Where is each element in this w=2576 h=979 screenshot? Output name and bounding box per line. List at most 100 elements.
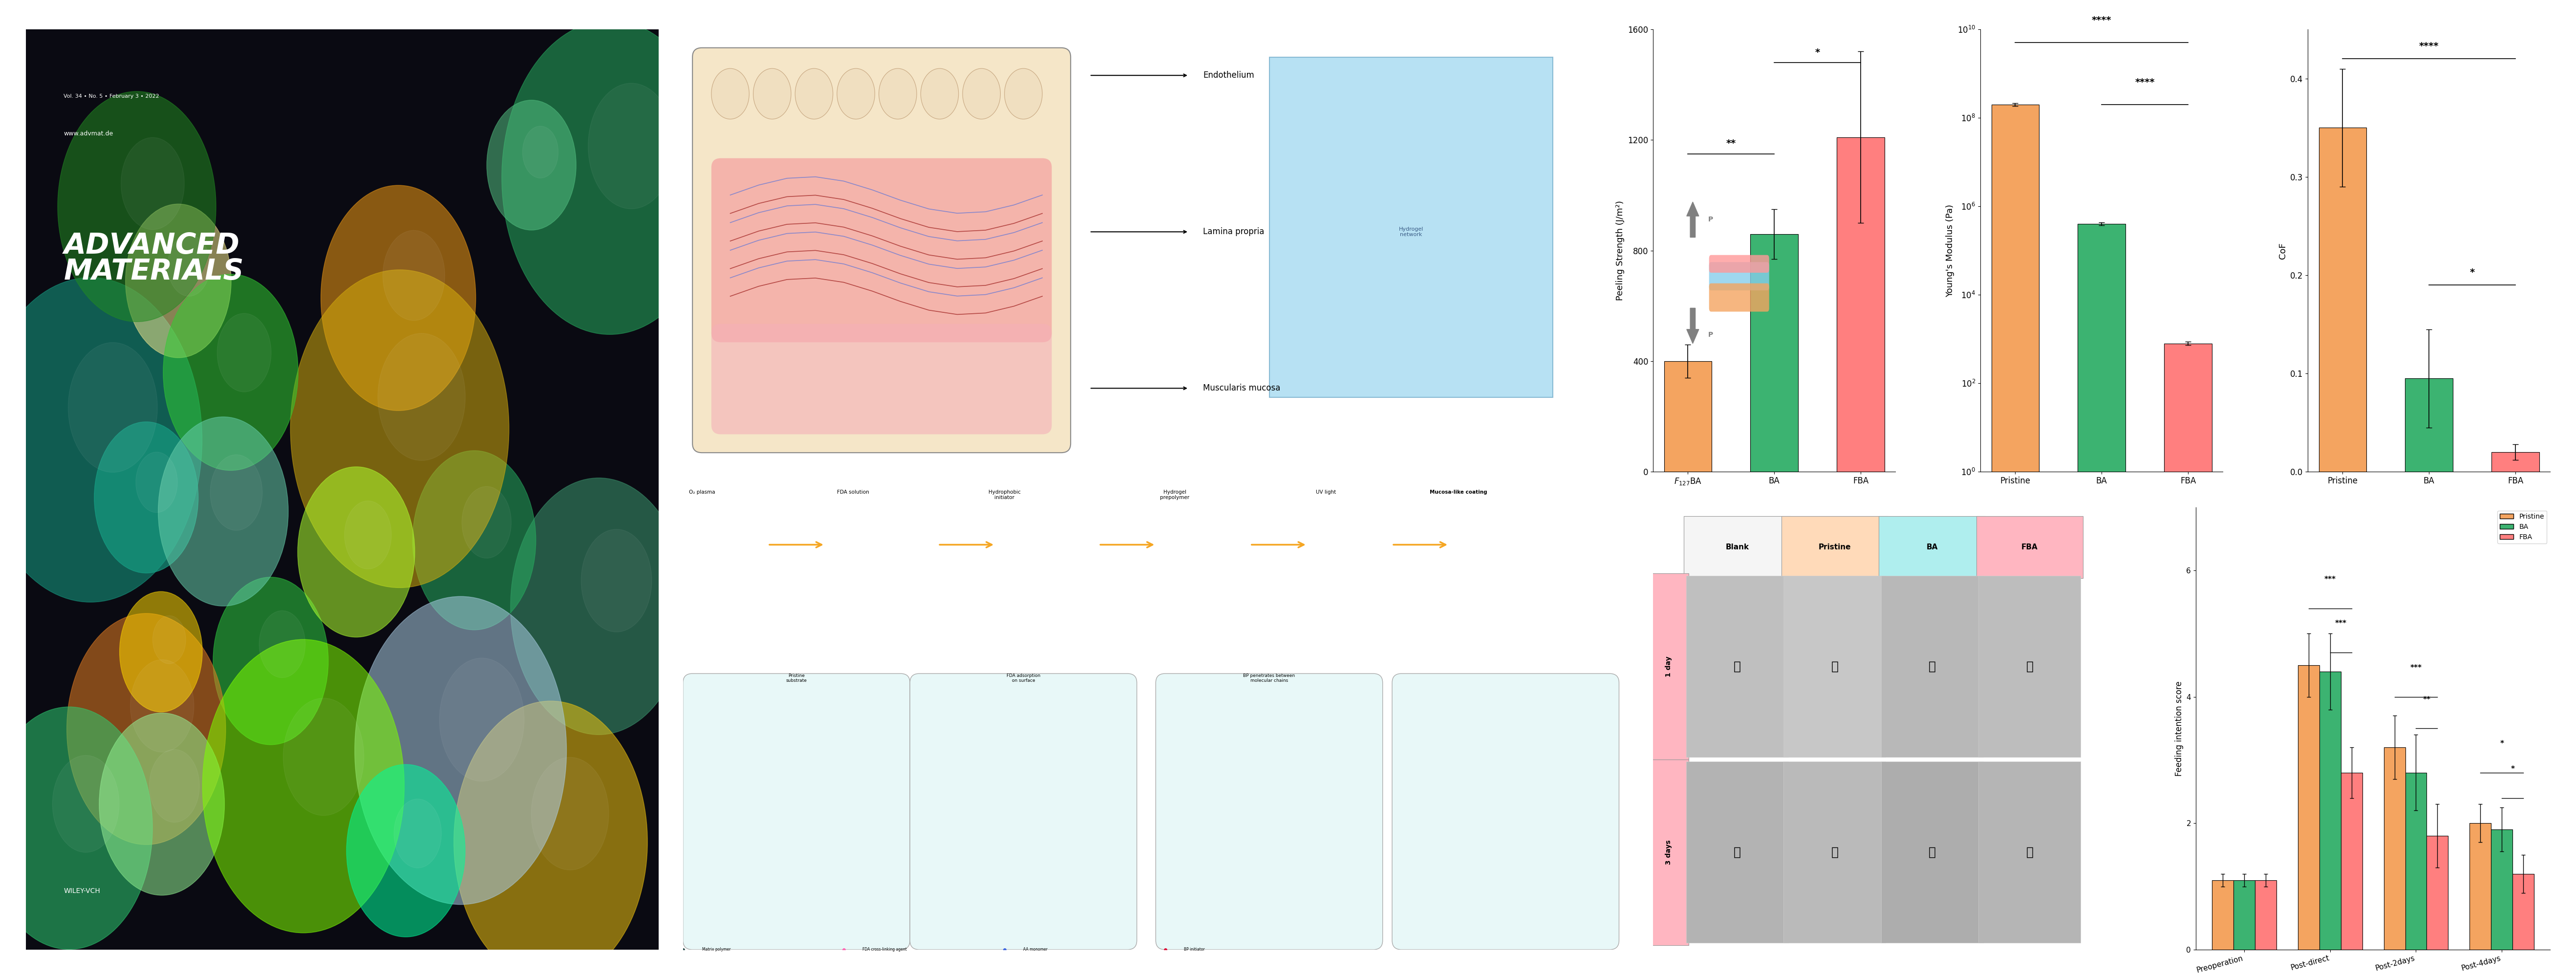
Circle shape	[137, 452, 178, 513]
Y-axis label: Young's Modulus (Pa): Young's Modulus (Pa)	[1945, 205, 1955, 297]
Text: ***: ***	[2324, 576, 2336, 583]
Text: ***: ***	[2334, 620, 2347, 628]
Text: AA monomer: AA monomer	[1023, 948, 1048, 952]
Text: **: **	[2424, 696, 2432, 703]
Circle shape	[167, 235, 211, 297]
Bar	[2318, 672, 2342, 950]
Text: Hydrogel
prepolymer: Hydrogel prepolymer	[1159, 490, 1190, 500]
Text: 1 day: 1 day	[1664, 656, 1672, 676]
Y-axis label: CoF: CoF	[2280, 243, 2287, 258]
Bar	[2512, 874, 2535, 950]
Circle shape	[523, 126, 559, 178]
Bar	[2406, 379, 2452, 472]
Circle shape	[131, 660, 193, 752]
Text: FBA: FBA	[2022, 543, 2038, 550]
Circle shape	[461, 487, 510, 558]
Circle shape	[502, 21, 719, 335]
Bar	[2164, 344, 2213, 979]
Ellipse shape	[837, 69, 876, 119]
Circle shape	[348, 765, 466, 937]
Circle shape	[0, 707, 152, 950]
Text: ***: ***	[2411, 664, 2421, 672]
Text: 🐒: 🐒	[2025, 847, 2032, 859]
Circle shape	[216, 313, 270, 392]
Text: Muscularis mucosa: Muscularis mucosa	[1203, 384, 1280, 393]
FancyBboxPatch shape	[1687, 576, 1788, 757]
Text: 3 days: 3 days	[1664, 840, 1672, 864]
Circle shape	[157, 417, 289, 606]
Text: BA: BA	[1927, 543, 1937, 550]
Circle shape	[95, 422, 198, 573]
Circle shape	[587, 83, 675, 209]
FancyBboxPatch shape	[1978, 576, 2081, 757]
FancyBboxPatch shape	[1649, 760, 1687, 945]
Polygon shape	[1270, 57, 1553, 397]
Text: Vol. 34 • No. 5 • February 3 • 2022: Vol. 34 • No. 5 • February 3 • 2022	[64, 94, 160, 99]
Bar	[2298, 665, 2318, 950]
FancyBboxPatch shape	[1687, 762, 1788, 943]
Ellipse shape	[878, 69, 917, 119]
FancyBboxPatch shape	[711, 324, 1051, 435]
Circle shape	[299, 467, 415, 637]
Circle shape	[355, 596, 567, 905]
FancyBboxPatch shape	[1649, 574, 1687, 760]
Text: ****: ****	[2092, 16, 2112, 25]
Ellipse shape	[963, 69, 999, 119]
Text: Pristine
substrate: Pristine substrate	[786, 674, 806, 683]
Bar	[1837, 137, 1886, 472]
Circle shape	[67, 343, 157, 472]
Circle shape	[582, 530, 652, 632]
Circle shape	[121, 137, 185, 230]
Ellipse shape	[752, 69, 791, 119]
FancyBboxPatch shape	[693, 48, 1072, 452]
Bar	[2254, 880, 2277, 950]
Circle shape	[394, 799, 440, 868]
Bar	[2233, 880, 2254, 950]
FancyBboxPatch shape	[1880, 576, 1984, 757]
Text: 🐒: 🐒	[1734, 847, 1741, 859]
Circle shape	[98, 713, 224, 895]
Text: Matrix polymer: Matrix polymer	[701, 948, 732, 952]
Text: Endothelium: Endothelium	[1203, 71, 1255, 79]
Bar	[2427, 836, 2447, 950]
Circle shape	[149, 749, 198, 822]
Circle shape	[126, 204, 232, 357]
Bar	[2406, 772, 2427, 950]
Text: 🐒: 🐒	[1832, 847, 1839, 859]
Ellipse shape	[920, 69, 958, 119]
Bar	[1664, 361, 1710, 472]
Text: O₂ plasma: O₂ plasma	[688, 490, 716, 494]
Text: 🐒: 🐒	[1929, 847, 1935, 859]
Text: FDA adsorption
on surface: FDA adsorption on surface	[1007, 674, 1041, 683]
Bar	[2470, 823, 2491, 950]
Circle shape	[379, 334, 466, 460]
Bar	[2079, 224, 2125, 979]
FancyBboxPatch shape	[1880, 762, 1984, 943]
Text: UV light: UV light	[1316, 490, 1337, 494]
Circle shape	[283, 698, 363, 816]
Circle shape	[211, 454, 263, 531]
Bar	[2491, 452, 2540, 472]
Circle shape	[322, 185, 477, 410]
Circle shape	[152, 616, 185, 664]
Ellipse shape	[1005, 69, 1043, 119]
Text: *: *	[2512, 766, 2514, 772]
Text: 🐒: 🐒	[1734, 661, 1741, 673]
Circle shape	[487, 100, 577, 230]
Text: *: *	[2470, 268, 2476, 277]
Circle shape	[345, 501, 392, 569]
Text: FDA cross-linking agent: FDA cross-linking agent	[863, 948, 907, 952]
Bar	[2491, 829, 2512, 950]
FancyBboxPatch shape	[1976, 516, 2084, 578]
Circle shape	[510, 478, 688, 734]
FancyBboxPatch shape	[1783, 762, 1886, 943]
Text: ****: ****	[2419, 42, 2439, 51]
FancyBboxPatch shape	[909, 674, 1136, 950]
Text: WILEY-VCH: WILEY-VCH	[64, 888, 100, 895]
Circle shape	[214, 578, 327, 745]
Circle shape	[118, 591, 204, 712]
Circle shape	[52, 756, 118, 853]
Text: www.advmat.de: www.advmat.de	[64, 130, 113, 137]
Text: Pristine: Pristine	[1819, 543, 1852, 550]
Text: 🐒: 🐒	[1832, 661, 1839, 673]
